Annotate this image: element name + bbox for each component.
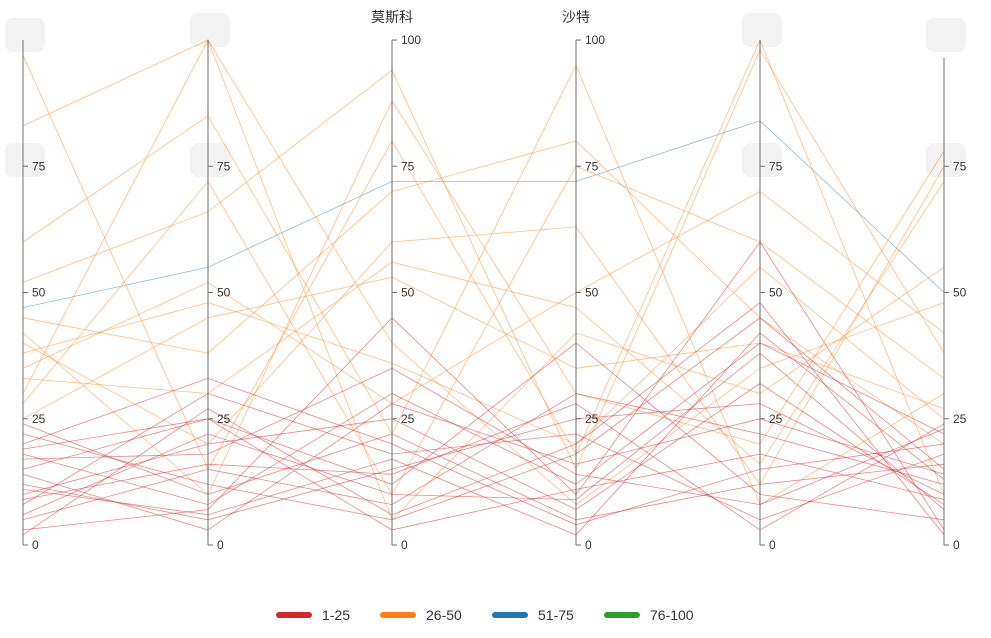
series-line-13 (22, 266, 945, 445)
series-line-15 (22, 342, 945, 521)
axis-5-tick-label-3: 75 (953, 159, 967, 173)
axis-title-2: 莫斯科 (371, 9, 413, 25)
series-line-27 (22, 403, 945, 531)
legend-label-76-100[interactable]: 76-100 (650, 607, 694, 623)
blurred-label-2 (742, 13, 782, 47)
axis-0-tick-label-3: 75 (32, 159, 46, 173)
axis-0-tick-label-0: 0 (32, 538, 39, 552)
legend-label-1-25[interactable]: 1-25 (322, 607, 350, 623)
axis-2-tick-label-0: 0 (401, 538, 408, 552)
legend-swatch-1-25[interactable] (276, 612, 312, 618)
series-line-19 (22, 393, 945, 521)
series-line-22 (22, 403, 945, 521)
series-line-3 (22, 64, 945, 506)
axis-2-tick-label-1: 25 (401, 412, 415, 426)
axis-4-tick-label-2: 50 (769, 286, 783, 300)
axis-0-tick-label-1: 25 (32, 412, 46, 426)
series-line-1 (22, 38, 945, 495)
axis-5-tick-label-1: 25 (953, 412, 967, 426)
blurred-label-0 (5, 18, 45, 52)
axis-2-tick-label-3: 75 (401, 159, 415, 173)
series-line-28 (22, 403, 945, 531)
axes: 0 25 50 75 0 25 50 75 0 25 50 75 100 莫斯科 0 25 50 75 100 沙特 0… (22, 9, 967, 552)
series-line-11 (22, 276, 945, 420)
series-line-0 (22, 120, 945, 308)
axis-2-tick-label-2: 50 (401, 286, 415, 300)
series-line-5 (22, 140, 945, 445)
series-line-8 (22, 39, 945, 506)
legend-label-51-75[interactable]: 51-75 (538, 607, 574, 623)
series-line-20 (22, 241, 945, 531)
axis-3-tick-label-1: 25 (585, 412, 599, 426)
series-line-29 (22, 418, 945, 531)
axis-3-tick-label-0: 0 (585, 538, 592, 552)
axis-4-tick-label-0: 0 (769, 538, 776, 552)
axis-0-tick-label-2: 50 (32, 286, 46, 300)
legend-label-26-50[interactable]: 26-50 (426, 607, 462, 623)
series-line-17 (22, 382, 945, 511)
blurred-axis-headers (5, 13, 966, 177)
axis-3-tick-label-3: 75 (585, 159, 599, 173)
blurred-label-6 (742, 143, 782, 177)
blurred-label-3 (926, 18, 966, 52)
series-line-25 (22, 423, 945, 521)
series-line-26 (22, 302, 945, 536)
series-line-6 (22, 166, 945, 486)
series-line-21 (22, 377, 945, 526)
series-lines (22, 38, 945, 536)
legend-swatch-26-50[interactable] (380, 612, 416, 618)
legend: 1-25 26-50 51-75 76-100 (276, 607, 694, 623)
series-line-10 (22, 99, 945, 496)
axis-1-tick-label-1: 25 (217, 412, 231, 426)
legend-swatch-51-75[interactable] (492, 612, 528, 618)
series-line-16 (22, 317, 945, 521)
axis-2-tick-label-4: 100 (401, 33, 421, 47)
axis-4-tick-label-3: 75 (769, 159, 783, 173)
series-line-30 (22, 332, 945, 536)
series-line-9 (22, 165, 945, 496)
blurred-label-1 (190, 13, 230, 47)
legend-swatch-76-100[interactable] (604, 612, 640, 618)
axis-1-tick-label-3: 75 (217, 159, 231, 173)
series-line-12 (22, 181, 945, 465)
blurred-label-5 (190, 143, 230, 177)
axis-1-tick-label-0: 0 (217, 538, 224, 552)
series-line-7 (22, 191, 945, 405)
blurred-label-4 (5, 143, 45, 177)
blurred-label-7 (926, 143, 966, 177)
axis-5-tick-label-0: 0 (953, 538, 960, 552)
series-line-2 (22, 39, 945, 521)
series-line-23 (22, 367, 945, 506)
axis-title-3: 沙特 (562, 9, 590, 25)
axis-4-tick-label-1: 25 (769, 412, 783, 426)
axis-3-tick-label-4: 100 (585, 33, 605, 47)
axis-1-tick-label-2: 50 (217, 286, 231, 300)
axis-3-tick-label-2: 50 (585, 286, 599, 300)
axis-5-tick-label-2: 50 (953, 286, 967, 300)
series-line-4 (22, 49, 945, 471)
